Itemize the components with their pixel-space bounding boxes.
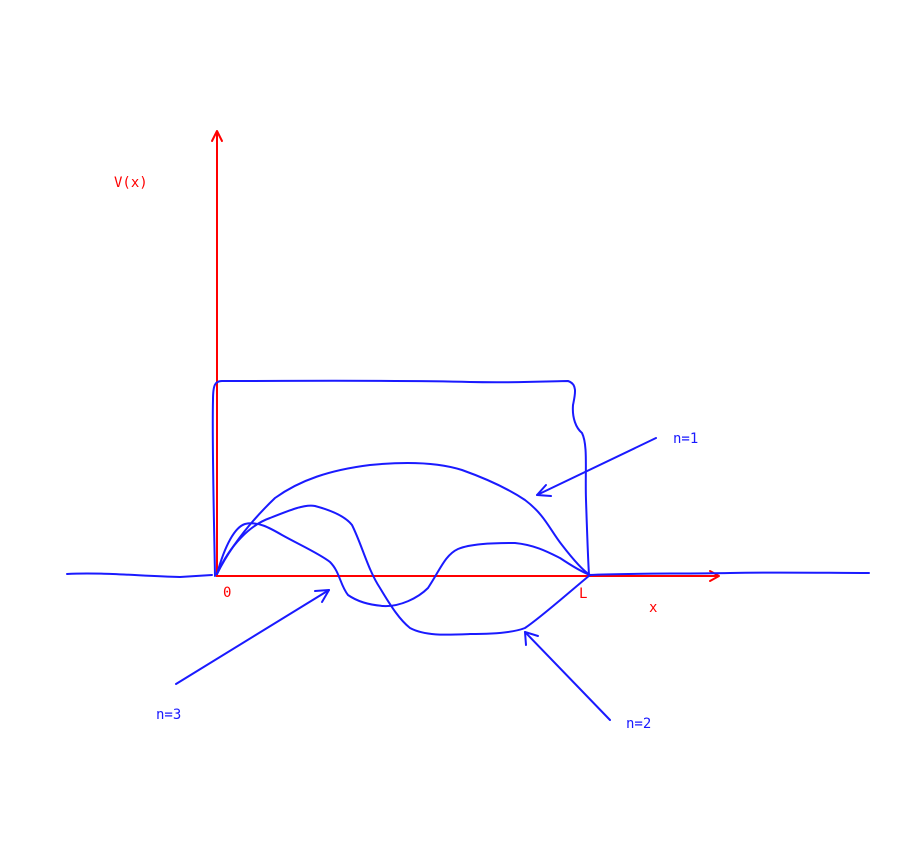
wavefunction-n1 <box>216 461 591 576</box>
y-axis-arrowhead <box>211 130 223 142</box>
label-n3: n=3 <box>156 707 181 723</box>
label-n1: n=1 <box>673 431 698 447</box>
arrow-n3-line <box>175 589 330 685</box>
y-axis-label: V(x) <box>114 175 148 191</box>
wavefunctions <box>216 461 591 636</box>
potential-baseline-right <box>588 571 870 576</box>
arrow-n3-head <box>314 589 330 603</box>
potential-outline <box>66 379 870 578</box>
right-wall-label: L <box>579 586 587 602</box>
arrow-n1-line <box>536 437 657 496</box>
arrow-n2-line <box>524 631 611 721</box>
x-axis-label: x <box>649 600 657 616</box>
annotation-arrows <box>175 437 657 721</box>
wavefunction-n3 <box>216 522 591 608</box>
potential-baseline-left <box>66 572 213 578</box>
arrow-n2-head <box>524 631 539 646</box>
arrow-n1-head <box>536 484 552 497</box>
label-n2: n=2 <box>626 716 651 732</box>
axes <box>211 130 720 582</box>
wavefunction-n2 <box>216 504 591 636</box>
potential-box <box>211 379 590 577</box>
origin-label: 0 <box>223 585 231 601</box>
